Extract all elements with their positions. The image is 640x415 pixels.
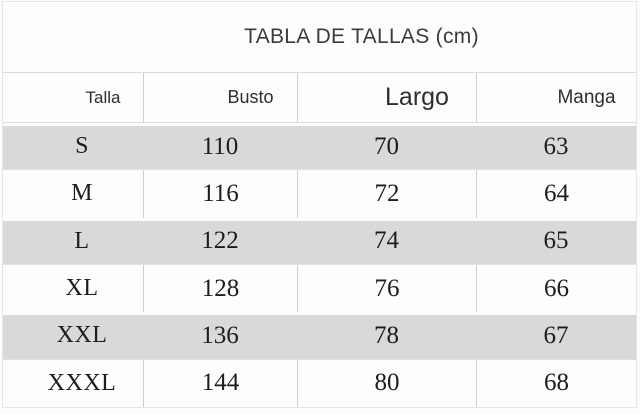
column-header-manga: Manga xyxy=(476,73,636,122)
size-label: S xyxy=(75,133,89,160)
column-header-manga-label: Manga xyxy=(557,86,616,108)
manga-value: 68 xyxy=(476,359,636,407)
column-header-busto-label: Busto xyxy=(227,87,274,107)
table-row-xxl: XXL 136 78 67 xyxy=(3,312,636,360)
column-header-talla-label: Talla xyxy=(85,87,121,107)
busto-value: 110 xyxy=(201,132,239,160)
manga-value: 64 xyxy=(476,170,636,218)
table-title-row: TABLA DE TALLAS (cm) xyxy=(3,2,636,73)
column-header-largo: Largo xyxy=(297,73,476,122)
manga-value: 66 xyxy=(476,264,636,313)
largo-value: 74 xyxy=(374,227,399,255)
manga-value: 67 xyxy=(543,321,569,349)
largo-value: 70 xyxy=(374,132,399,160)
largo-value: 80 xyxy=(297,359,476,407)
size-label: XXL xyxy=(56,322,108,349)
table-row-xl: XL 128 76 66 xyxy=(3,264,636,313)
size-label: M xyxy=(71,180,93,207)
column-header-talla: Talla xyxy=(3,73,143,122)
manga-value: 65 xyxy=(543,227,569,255)
busto-value: 144 xyxy=(143,359,297,407)
column-header-largo-label: Largo xyxy=(385,83,449,111)
size-label: XXXL xyxy=(47,369,117,396)
busto-value: 128 xyxy=(143,264,297,313)
table-row-m: M 116 72 64 xyxy=(3,170,636,218)
table-row-l: L 122 74 65 xyxy=(3,217,636,265)
busto-value: 122 xyxy=(201,227,239,255)
busto-value: 116 xyxy=(143,170,297,218)
largo-value: 78 xyxy=(374,321,399,349)
table-title: TABLA DE TALLAS (cm) xyxy=(244,25,479,48)
size-table: TABLA DE TALLAS (cm) Talla Busto Largo M… xyxy=(2,1,637,408)
busto-value: 136 xyxy=(201,321,239,349)
manga-value: 63 xyxy=(543,132,569,160)
largo-value: 72 xyxy=(297,170,476,218)
size-label: XL xyxy=(65,275,99,302)
table-row-xxxl: XXXL 144 80 68 xyxy=(3,359,636,407)
size-label: L xyxy=(74,227,90,254)
table-header-row: Talla Busto Largo Manga xyxy=(3,73,636,123)
largo-value: 76 xyxy=(297,264,476,313)
column-header-busto: Busto xyxy=(143,73,297,122)
table-row-s: S 110 70 63 xyxy=(3,123,636,171)
